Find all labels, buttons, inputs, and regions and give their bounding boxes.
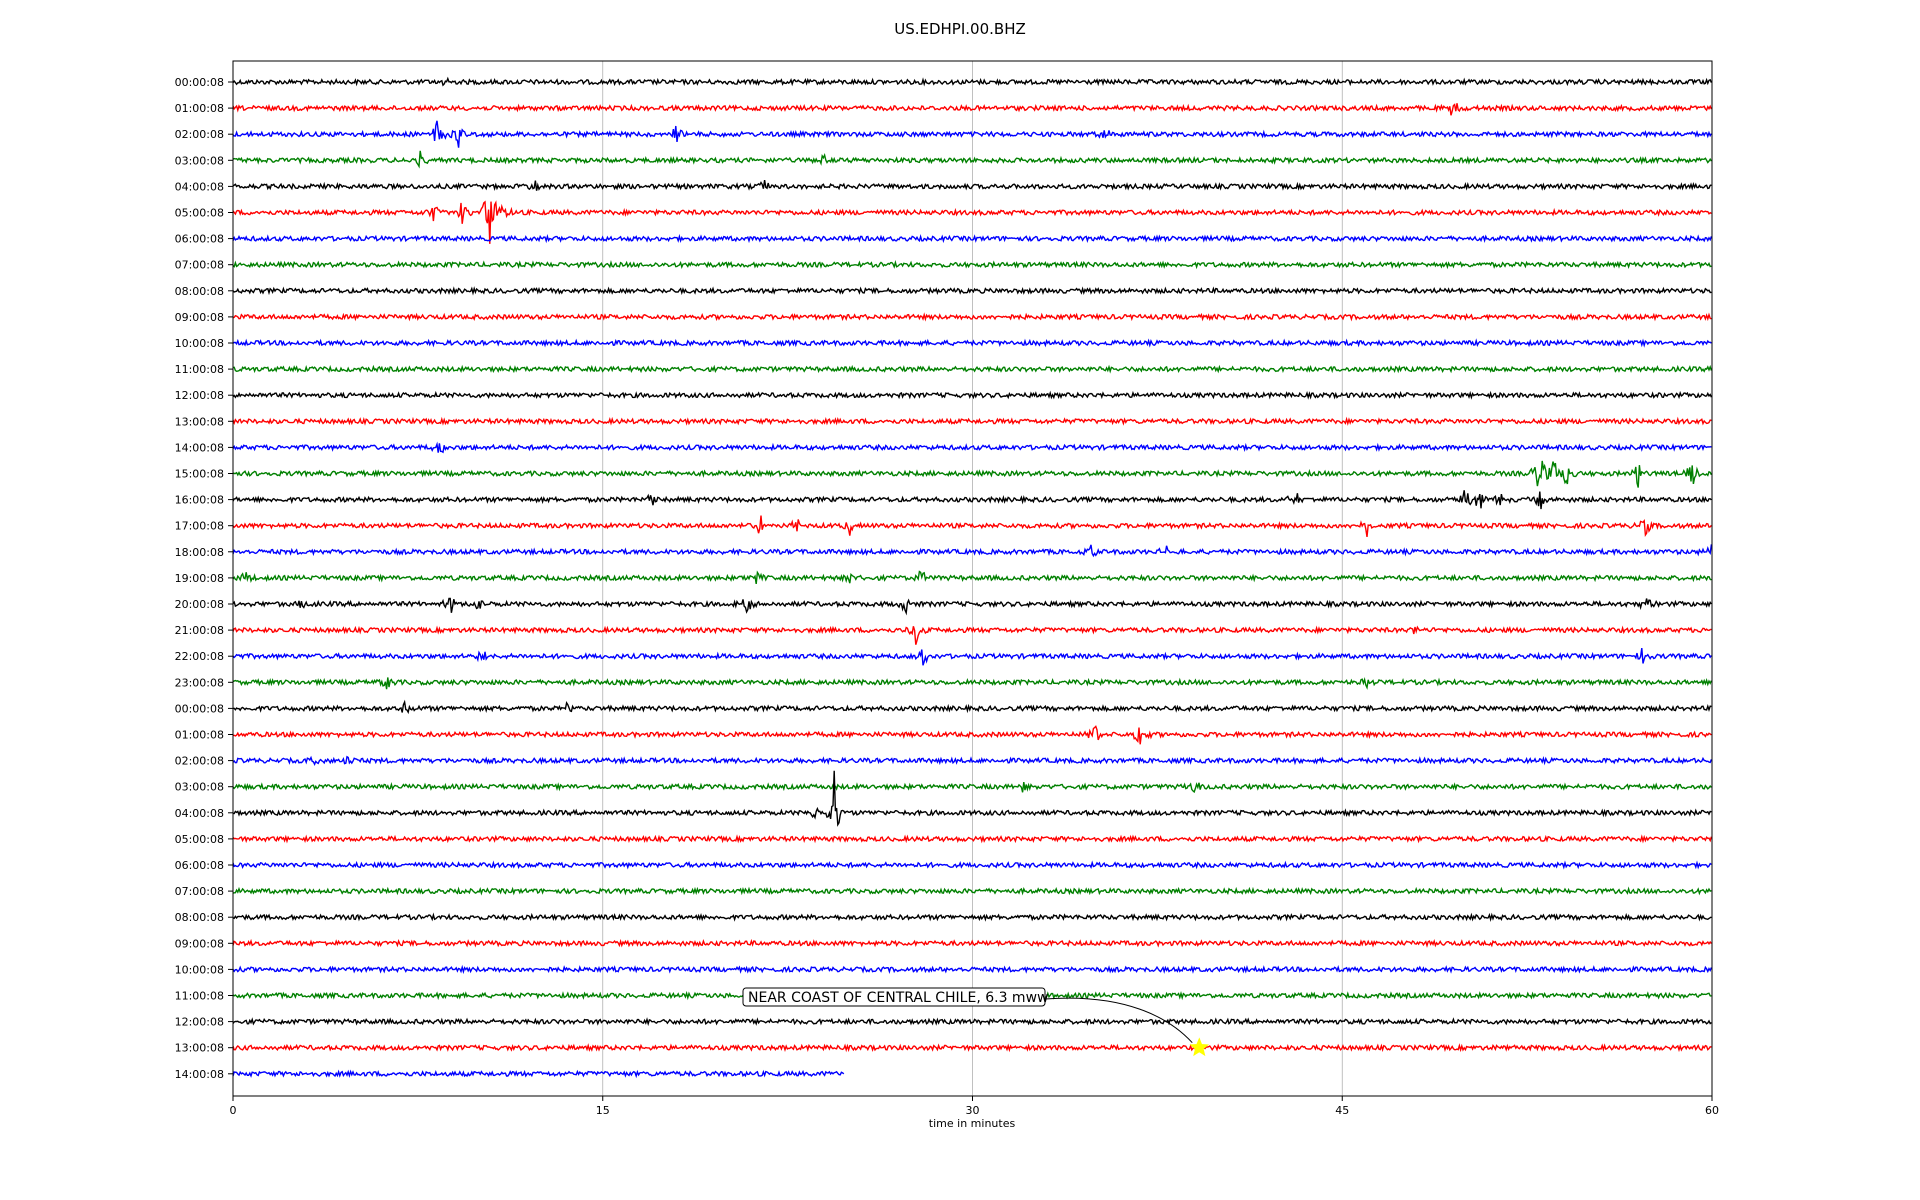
trace-line (232, 364, 1713, 374)
trace-line (232, 860, 1712, 870)
trace-line (232, 120, 1713, 148)
trace-line (232, 544, 1713, 558)
row-time-label: 03:00:08 (175, 781, 224, 794)
trace-line (232, 625, 1712, 645)
trace-line (232, 416, 1712, 426)
row-time-label: 09:00:08 (175, 311, 224, 324)
row-time-label: 08:00:08 (175, 285, 224, 298)
trace-line (232, 755, 1713, 767)
row-time-label: 03:00:08 (175, 154, 224, 167)
row-time-label: 14:00:08 (175, 1068, 224, 1081)
x-axis-label: time in minutes (929, 1117, 1016, 1130)
row-time-label: 06:00:08 (175, 859, 224, 872)
trace-line (232, 964, 1713, 975)
trace-line (232, 259, 1712, 270)
row-time-label: 07:00:08 (175, 885, 224, 898)
trace-line (232, 338, 1712, 348)
row-time-label: 12:00:08 (175, 389, 224, 402)
trace-line (232, 570, 1712, 585)
row-time-label: 13:00:08 (175, 1042, 224, 1055)
trace-line (232, 725, 1712, 745)
row-time-label: 11:00:08 (175, 363, 224, 376)
trace-line (232, 150, 1712, 169)
trace-line (232, 460, 1713, 488)
row-time-label: 04:00:08 (175, 807, 224, 820)
row-time-label: 10:00:08 (175, 963, 224, 976)
row-time-label: 02:00:08 (175, 755, 224, 768)
trace-line (232, 179, 1712, 191)
trace-line (232, 1043, 1712, 1053)
row-time-label: 01:00:08 (175, 102, 224, 115)
row-time-label: 15:00:08 (175, 468, 224, 481)
event-annotations: NEAR COAST OF CENTRAL CHILE, 6.3 mww (742, 987, 1210, 1057)
trace-line (232, 515, 1712, 538)
row-time-label: 18:00:08 (175, 546, 224, 559)
row-time-label: 00:00:08 (175, 702, 224, 715)
x-tick-label: 60 (1705, 1104, 1719, 1117)
trace-line (232, 676, 1713, 690)
trace-line (232, 770, 1712, 827)
row-time-label: 06:00:08 (175, 233, 224, 246)
row-time-label: 14:00:08 (175, 441, 224, 454)
row-time-label: 07:00:08 (175, 259, 224, 272)
row-time-label: 21:00:08 (175, 624, 224, 637)
row-time-label: 11:00:08 (175, 990, 224, 1003)
row-time-label: 16:00:08 (175, 494, 224, 507)
row-time-label: 00:00:08 (175, 76, 224, 89)
trace-line (232, 490, 1712, 510)
trace-group (232, 76, 1713, 1079)
plot-frame (232, 60, 1713, 1097)
trace-line (232, 312, 1712, 322)
trace-line (232, 912, 1712, 923)
trace-line (232, 441, 1712, 454)
trace-line (232, 286, 1712, 296)
row-time-label: 02:00:08 (175, 128, 224, 141)
trace-line (232, 648, 1712, 666)
row-time-label: 09:00:08 (175, 937, 224, 950)
annotation-box (742, 987, 1046, 1007)
annotation-text: NEAR COAST OF CENTRAL CHILE, 6.3 mww (748, 990, 1048, 1006)
row-time-label: 12:00:08 (175, 1016, 224, 1029)
trace-line (232, 103, 1713, 116)
trace-line (232, 597, 1712, 616)
trace-line (232, 76, 1713, 87)
grid-lines (602, 61, 1343, 1096)
trace-line (232, 938, 1712, 948)
trace-line (232, 1069, 845, 1079)
row-time-label: 04:00:08 (175, 180, 224, 193)
trace-line (232, 699, 1712, 715)
trace-line (232, 834, 1713, 844)
x-axis: 0 15 30 45 60 (230, 1096, 1719, 1117)
row-time-label: 05:00:08 (175, 833, 224, 846)
annotation-arrow (1044, 997, 1193, 1044)
row-time-label: 23:00:08 (175, 676, 224, 689)
x-tick-label: 0 (230, 1104, 237, 1117)
row-labels: 00:00:08 01:00:08 02:00:08 03:00:08 04:00:08… (175, 76, 233, 1081)
row-time-label: 19:00:08 (175, 572, 224, 585)
row-time-label: 01:00:08 (175, 729, 224, 742)
row-time-label: 08:00:08 (175, 911, 224, 924)
trace-line (232, 233, 1713, 244)
x-tick-label: 45 (1335, 1104, 1349, 1117)
trace-line (232, 200, 1712, 244)
row-time-label: 22:00:08 (175, 650, 224, 663)
row-time-label: 17:00:08 (175, 520, 224, 533)
trace-line (232, 781, 1712, 794)
row-time-label: 20:00:08 (175, 598, 224, 611)
trace-line (232, 390, 1713, 400)
chart-title: US.EDHPI.00.BHZ (894, 20, 1026, 38)
row-time-label: 10:00:08 (175, 337, 224, 350)
x-tick-label: 30 (966, 1104, 980, 1117)
trace-line (232, 886, 1712, 896)
row-time-label: 05:00:08 (175, 207, 224, 220)
event-star-marker (1189, 1037, 1210, 1057)
trace-line (232, 1017, 1712, 1027)
row-time-label: 13:00:08 (175, 415, 224, 428)
x-tick-label: 15 (596, 1104, 610, 1117)
